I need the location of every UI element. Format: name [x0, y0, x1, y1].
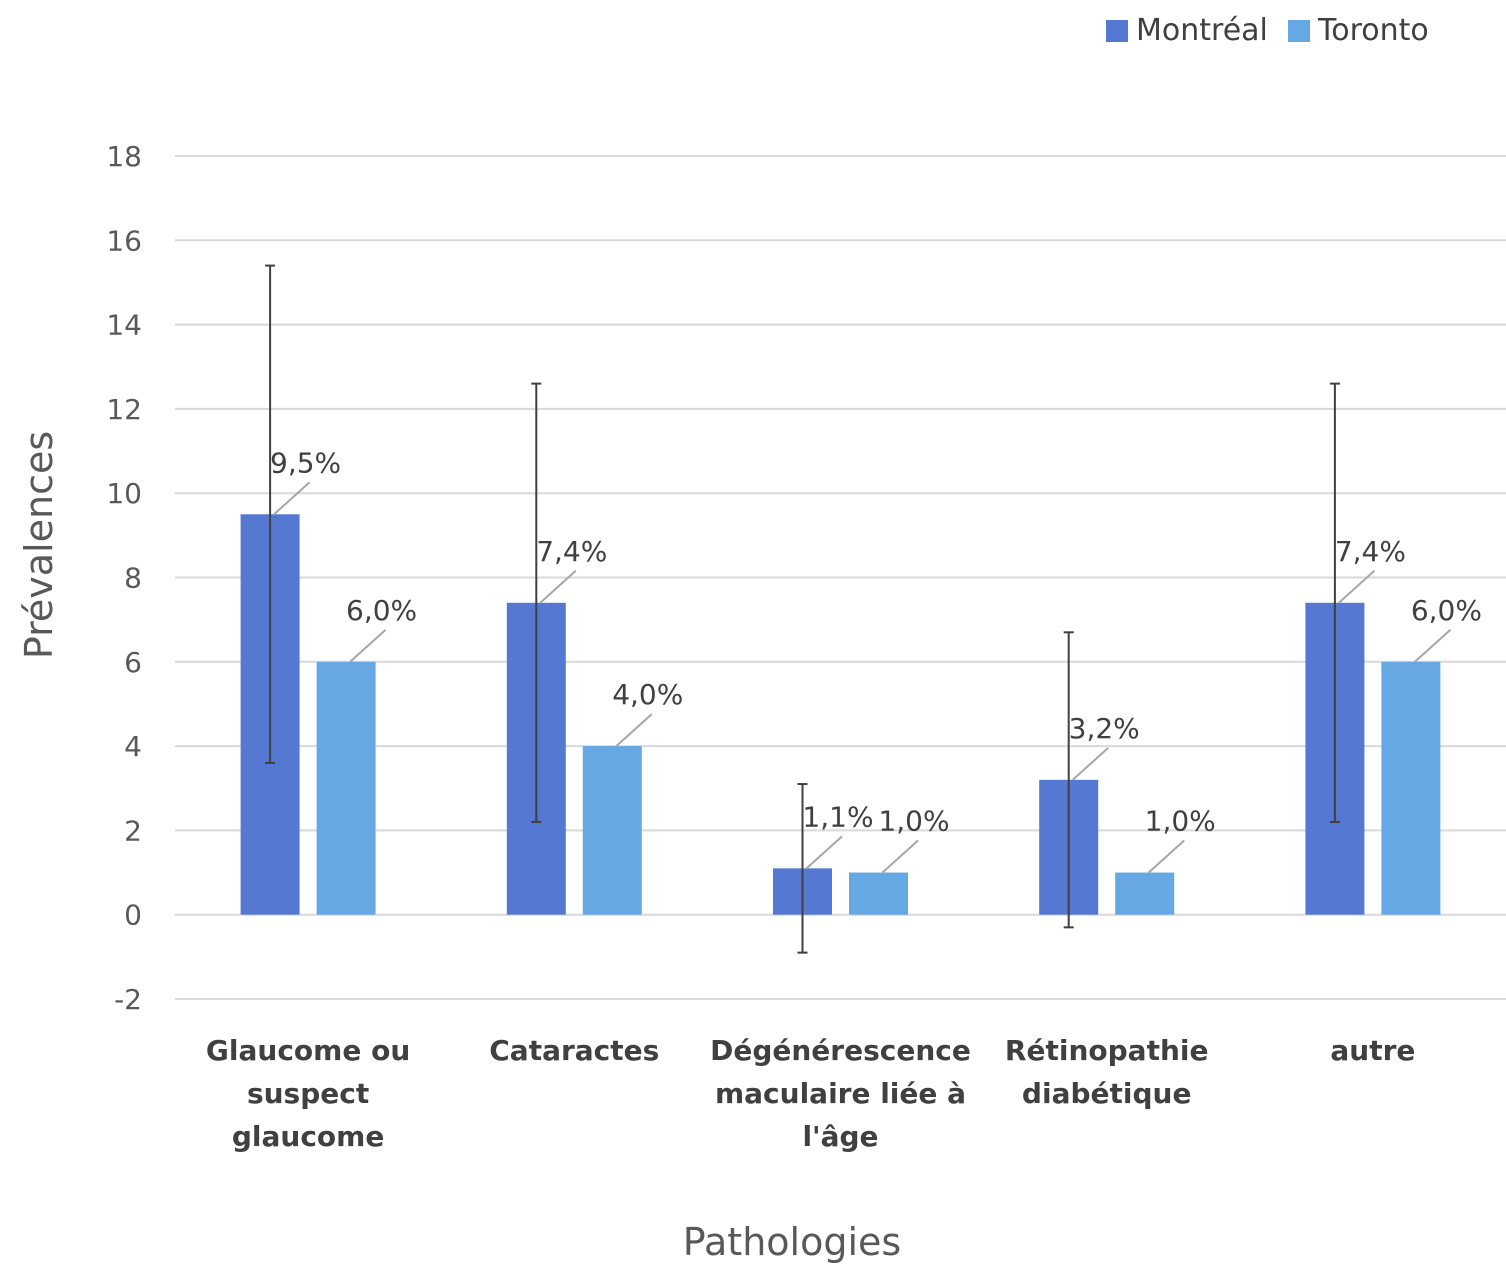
x-category-label: Dégénérescence maculaire liée à l'âge: [710, 1034, 971, 1153]
legend-swatch-montreal: [1106, 20, 1128, 42]
data-label: 7,4%: [536, 535, 607, 568]
data-label: 4,0%: [612, 678, 683, 711]
bar-toronto: [316, 661, 376, 915]
x-category-line: l'âge: [802, 1120, 878, 1153]
y-tick-label: 10: [106, 477, 142, 510]
y-tick-label: 2: [124, 814, 142, 847]
x-category-line: autre: [1330, 1034, 1415, 1067]
x-category-line: Cataractes: [489, 1034, 659, 1067]
legend-label: Montréal: [1136, 13, 1268, 48]
x-category-line: glaucome: [232, 1120, 384, 1153]
y-axis-ticks: -2 0 2 4 6 8 10 12 14 16 18: [106, 140, 142, 1016]
y-tick-label: 4: [124, 730, 142, 763]
bar-toronto: [849, 872, 908, 915]
leader-line: [1338, 570, 1376, 604]
data-label: 7,4%: [1335, 535, 1406, 568]
x-category-line: Dégénérescence: [710, 1034, 971, 1067]
y-axis-title: Prévalences: [17, 431, 61, 659]
bar-toronto: [582, 746, 642, 915]
error-bars: [265, 264, 1340, 954]
y-tick-label: 14: [106, 309, 142, 342]
x-category-line: maculaire liée à: [715, 1077, 966, 1110]
x-category-line: Rétinopathie: [1005, 1034, 1209, 1067]
leader-line: [1072, 747, 1109, 781]
legend-swatch-toronto: [1288, 20, 1310, 42]
data-label: 3,2%: [1069, 712, 1140, 745]
legend: Montréal Toronto: [1106, 13, 1429, 48]
data-label: 9,5%: [270, 446, 341, 479]
x-axis-categories: Glaucome ou suspect glaucome Cataractes Dégé…: [206, 1034, 1415, 1153]
leader-line: [539, 570, 577, 604]
gridlines: [175, 155, 1506, 1000]
data-label: 6,0%: [346, 594, 417, 627]
y-tick-label: 12: [106, 393, 142, 426]
bars: [240, 514, 1441, 915]
leader-line: [273, 481, 311, 516]
bar-toronto: [1115, 872, 1175, 915]
x-axis-title: Pathologies: [683, 1220, 901, 1264]
x-category-line: suspect: [247, 1077, 369, 1110]
leader-line: [615, 713, 653, 747]
y-tick-label: 18: [106, 140, 142, 173]
x-category-label: Rétinopathie diabétique: [1005, 1034, 1209, 1110]
leader-line: [881, 839, 919, 874]
y-tick-label: 8: [124, 562, 142, 595]
y-tick-label: 0: [124, 899, 142, 932]
x-category-line: diabétique: [1022, 1077, 1192, 1110]
x-category-label: Cataractes: [489, 1034, 659, 1067]
data-label: 6,0%: [1411, 594, 1482, 627]
data-label: 1,1%: [802, 800, 873, 833]
leader-line: [805, 835, 843, 870]
bar-toronto: [1381, 661, 1441, 915]
y-tick-label: -2: [114, 983, 142, 1016]
leader-line: [349, 629, 387, 663]
y-tick-label: 16: [106, 224, 142, 257]
y-tick-label: 6: [124, 646, 142, 679]
data-label: 1,0%: [1145, 805, 1216, 838]
leader-line: [1148, 839, 1185, 874]
data-labels: 9,5%6,0%7,4%4,0%1,1% 1,0%3,2%1,0%7,4%6,0%: [270, 446, 1482, 874]
data-label: 1,0%: [878, 805, 949, 838]
x-category-line: Glaucome ou: [206, 1034, 410, 1067]
x-category-label: Glaucome ou suspect glaucome: [206, 1034, 410, 1153]
legend-label: Toronto: [1317, 13, 1429, 48]
leader-line: [1414, 629, 1452, 663]
x-category-label: autre: [1330, 1034, 1415, 1067]
